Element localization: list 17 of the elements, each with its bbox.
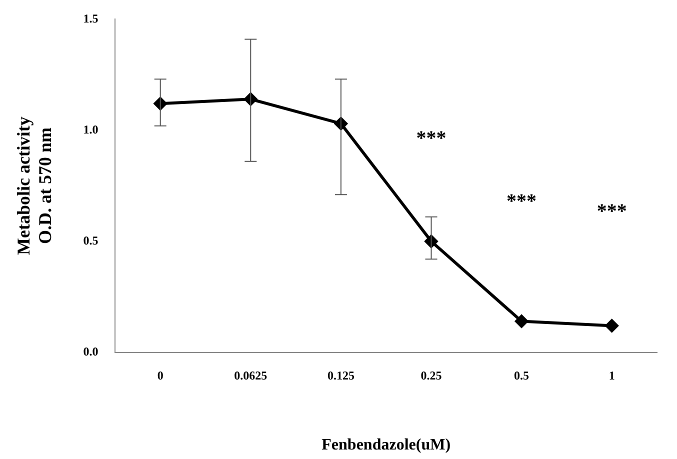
- point: [515, 314, 528, 328]
- annotation: ***: [416, 127, 446, 150]
- x-tick-label: 0.5: [514, 368, 530, 383]
- y-tick-label: 0.5: [83, 233, 98, 248]
- y-axis-title: Metabolic activity O.D. at 570 nm: [13, 116, 56, 256]
- y-tick-label: 1.5: [83, 11, 98, 26]
- x-tick-label: 0.0625: [234, 368, 268, 383]
- x-tick-label: 0.25: [420, 368, 442, 383]
- x-tick-label: 0: [157, 368, 164, 383]
- x-axis-title: Fenbendazole(uM): [322, 436, 451, 454]
- annotation: ***: [506, 190, 537, 213]
- x-tick-label: 1: [608, 368, 615, 383]
- annotation: ***: [596, 200, 627, 223]
- point: [605, 319, 618, 332]
- y-tick-label: 0.0: [83, 344, 98, 358]
- x-tick-label: 0.125: [327, 368, 354, 383]
- y-tick-label: 1.0: [83, 122, 98, 136]
